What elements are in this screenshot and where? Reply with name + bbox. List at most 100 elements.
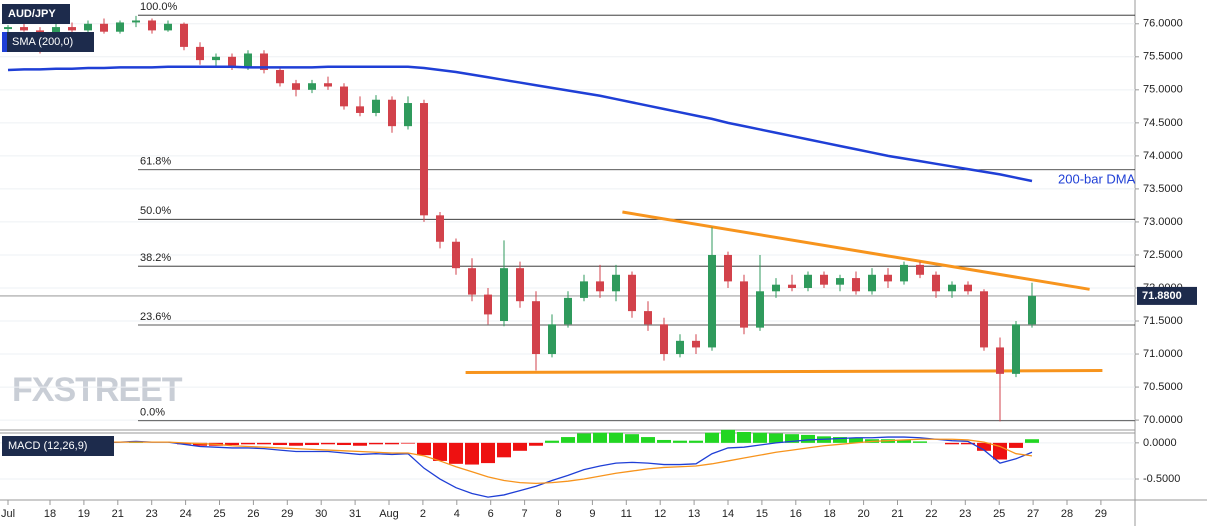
candle-body <box>548 324 556 355</box>
x-tick-label: 18 <box>824 508 836 520</box>
histogram-bar <box>545 440 559 443</box>
last-price-label: 71.8800 <box>1142 290 1182 302</box>
y-tick-label: 70.5000 <box>1143 381 1183 393</box>
histogram-bar <box>753 432 767 443</box>
trendline <box>465 369 1103 375</box>
histogram-bar <box>417 442 431 456</box>
sma-line <box>7 65 1033 183</box>
legend-label: SMA (200,0) <box>12 36 73 48</box>
y-tick-label: 71.0000 <box>1143 348 1183 360</box>
histogram-bar <box>321 442 335 445</box>
histogram-bar <box>561 437 575 443</box>
histogram-bar <box>849 437 863 443</box>
histogram-bar <box>673 440 687 443</box>
histogram-bar <box>769 433 783 443</box>
candle-body <box>420 103 428 216</box>
candle-body <box>772 284 780 292</box>
candle-body <box>276 70 284 84</box>
candle-body <box>452 241 460 269</box>
x-tick-label: 30 <box>315 508 327 520</box>
histogram-bar <box>801 434 815 443</box>
candle-body <box>404 103 412 127</box>
histogram-bar <box>945 442 959 445</box>
x-tick-label: 25 <box>213 508 225 520</box>
candle-body <box>516 268 524 302</box>
histogram-bar <box>609 432 623 443</box>
histogram-bar <box>977 442 991 451</box>
histogram-bar <box>1009 442 1023 448</box>
candle-body <box>996 347 1004 374</box>
histogram-bar <box>241 442 255 445</box>
candle-body <box>260 53 268 71</box>
candle-body <box>532 301 540 355</box>
histogram-bar <box>337 442 351 446</box>
candle-body <box>196 46 204 61</box>
histogram-bar <box>913 441 927 443</box>
x-tick-label: 22 <box>925 508 937 520</box>
x-tick-label: 28 <box>1061 508 1073 520</box>
histogram-bar <box>481 442 495 464</box>
title-box <box>2 4 70 24</box>
histogram-bar <box>625 434 639 443</box>
legend-box <box>2 32 94 52</box>
x-tick-label: 21 <box>112 508 124 520</box>
histogram-bar <box>721 429 735 443</box>
x-tick-label: 23 <box>146 508 158 520</box>
x-tick-label: 2 <box>420 508 426 520</box>
candle-body <box>804 274 812 288</box>
histogram-bar <box>401 442 415 444</box>
candle-body <box>820 274 828 285</box>
candle-body <box>180 23 188 47</box>
candle-body <box>212 56 220 61</box>
x-tick-label: 26 <box>247 508 259 520</box>
candle-body <box>724 254 732 282</box>
x-tick-label: 8 <box>555 508 561 520</box>
y-tick-label: 75.0000 <box>1143 84 1183 96</box>
macd-line <box>8 438 1033 485</box>
histogram-bar <box>513 442 527 451</box>
candle-body <box>116 22 124 32</box>
x-tick-label: 20 <box>857 508 869 520</box>
histogram-bar <box>273 442 287 446</box>
candle-body <box>4 27 12 30</box>
candle-body <box>228 56 236 67</box>
candle-body <box>644 311 652 325</box>
x-tick-label: 11 <box>621 508 632 520</box>
histogram-bar <box>785 434 799 443</box>
y-tick-label: 71.5000 <box>1143 315 1183 327</box>
histogram-bar <box>577 433 591 443</box>
x-tick-label: 29 <box>281 508 293 520</box>
histogram-bar <box>369 442 383 445</box>
fib-label: 0.0% <box>140 407 165 419</box>
candle-body <box>628 274 636 312</box>
candle-body <box>916 264 924 275</box>
histogram-bar <box>641 437 655 443</box>
histogram-bar <box>705 432 719 443</box>
histogram-bar <box>193 442 207 446</box>
histogram-bar <box>289 442 303 446</box>
histogram-bar <box>449 442 463 464</box>
x-tick-label: 13 <box>688 508 700 520</box>
histogram-bar <box>737 432 751 443</box>
fib-label: 61.8% <box>140 156 171 168</box>
candle-body <box>868 274 876 292</box>
macd-line <box>7 436 1033 498</box>
candle-body <box>68 27 76 31</box>
fib-label: 23.6% <box>140 311 171 323</box>
candle-body <box>84 23 92 31</box>
candle-body <box>740 281 748 328</box>
histogram-bar <box>993 442 1007 460</box>
candle-body <box>308 83 316 90</box>
histogram-bar <box>1025 439 1039 443</box>
y-tick-label: 73.0000 <box>1143 216 1183 228</box>
y-tick-label: 74.0000 <box>1143 150 1183 162</box>
histogram-bar <box>497 442 511 458</box>
candle-body <box>484 294 492 315</box>
candle-body <box>660 324 668 355</box>
y-tick-label: 72.5000 <box>1143 249 1183 261</box>
candle-body <box>580 281 588 298</box>
candle-body <box>500 268 508 322</box>
candle-body <box>884 274 892 282</box>
x-tick-label: 14 <box>722 508 734 520</box>
x-tick-label: 23 <box>959 508 971 520</box>
